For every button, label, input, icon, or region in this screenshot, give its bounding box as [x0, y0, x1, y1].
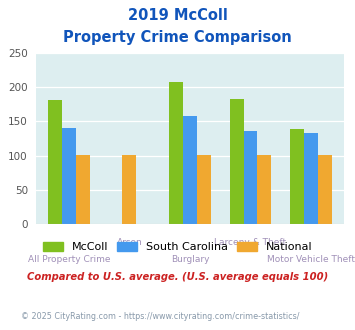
- Text: 2019 McColl: 2019 McColl: [127, 8, 228, 23]
- Bar: [169, 82, 183, 224]
- Text: Arson: Arson: [116, 238, 142, 247]
- Text: All Property Crime: All Property Crime: [28, 255, 110, 264]
- Bar: [304, 133, 318, 224]
- Bar: [183, 116, 197, 224]
- Bar: [257, 155, 271, 224]
- Text: © 2025 CityRating.com - https://www.cityrating.com/crime-statistics/: © 2025 CityRating.com - https://www.city…: [21, 312, 300, 321]
- Bar: [122, 155, 136, 224]
- Bar: [290, 129, 304, 224]
- Bar: [48, 100, 62, 224]
- Bar: [62, 128, 76, 224]
- Text: Burglary: Burglary: [171, 255, 209, 264]
- Bar: [197, 155, 211, 224]
- Text: Property Crime Comparison: Property Crime Comparison: [63, 30, 292, 45]
- Bar: [76, 155, 90, 224]
- Legend: McColl, South Carolina, National: McColl, South Carolina, National: [43, 242, 312, 252]
- Bar: [244, 131, 257, 224]
- Text: Motor Vehicle Theft: Motor Vehicle Theft: [267, 255, 355, 264]
- Bar: [230, 99, 244, 224]
- Text: Larceny & Theft: Larceny & Theft: [214, 238, 286, 247]
- Text: Compared to U.S. average. (U.S. average equals 100): Compared to U.S. average. (U.S. average …: [27, 272, 328, 282]
- Bar: [318, 155, 332, 224]
